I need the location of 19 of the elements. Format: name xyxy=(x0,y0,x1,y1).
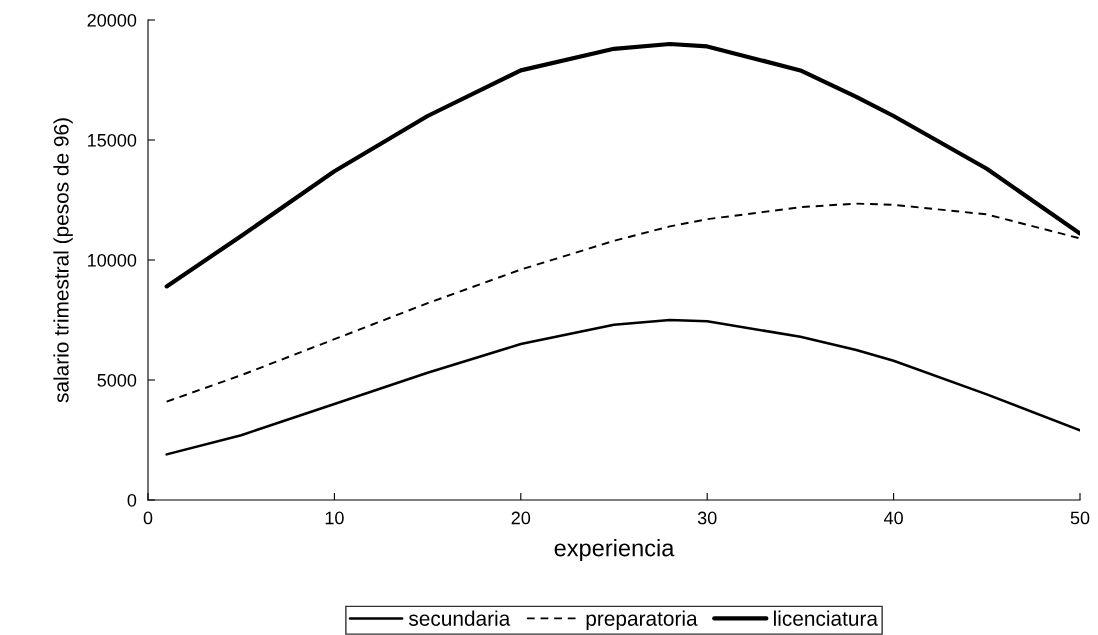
line-series xyxy=(164,41,1080,289)
y-tick-label: 15000 xyxy=(88,133,137,147)
x-axis-title: experiencia xyxy=(554,539,675,562)
x-tick-label: 10 xyxy=(325,511,344,525)
y-tick-label: 5000 xyxy=(97,373,137,387)
x-tick-label: 40 xyxy=(883,511,903,525)
x-tick-label: 20 xyxy=(511,511,531,525)
legend-label: licenciatura xyxy=(774,610,878,626)
legend-label: secundaria xyxy=(408,610,511,626)
x-tick-label: 30 xyxy=(697,511,717,525)
y-axis-title: salario trimestral (pesos de 96) xyxy=(53,118,73,403)
legend-label: preparatoria xyxy=(586,610,698,630)
y-tick-label: 20000 xyxy=(87,13,137,27)
line-series xyxy=(165,202,1080,403)
y-tick-label: 10000 xyxy=(88,253,137,267)
y-tick-label: 0 xyxy=(127,493,137,507)
x-tick-label: 50 xyxy=(1070,511,1090,525)
x-tick-label: 0 xyxy=(143,511,153,525)
line-series xyxy=(165,318,1080,456)
